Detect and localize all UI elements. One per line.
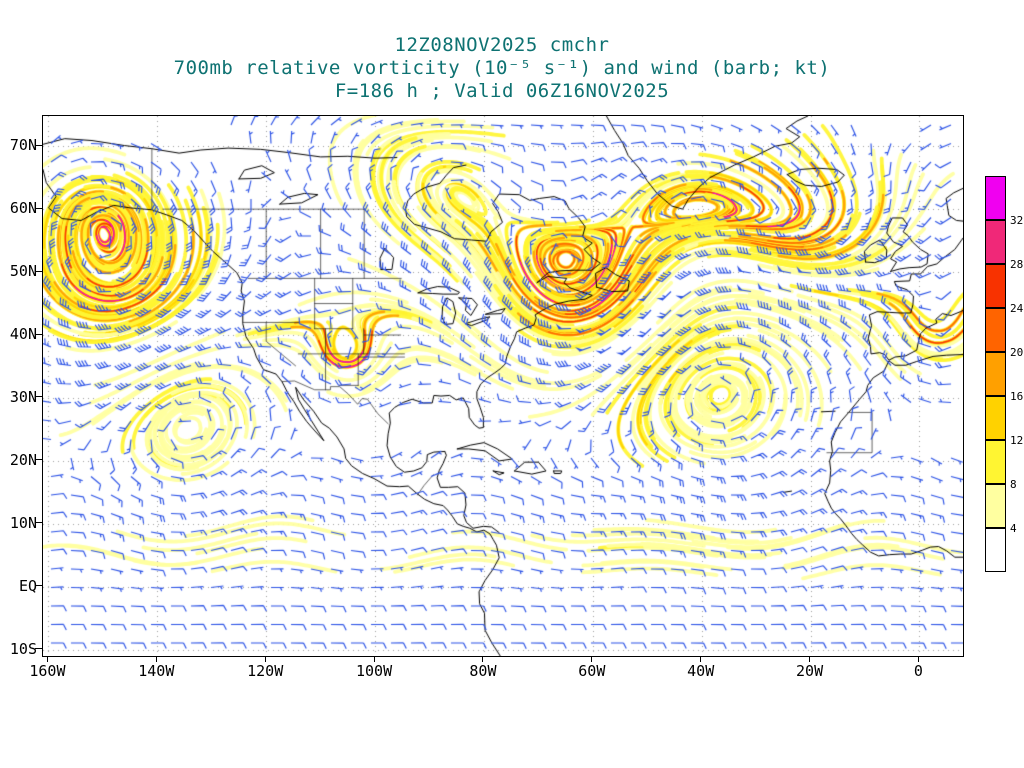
title-valid-line: F=186 h ; Valid 06Z16NOV2025 — [334, 80, 670, 102]
x-axis-tick — [155, 656, 157, 662]
y-axis-tick — [35, 207, 42, 209]
y-axis-label: 10N — [9, 513, 37, 532]
x-axis-tick — [373, 656, 375, 662]
y-axis-tick — [35, 270, 42, 272]
x-axis-label: 60W — [578, 662, 606, 680]
y-axis-tick — [35, 585, 42, 587]
x-axis-label: 20W — [796, 662, 824, 680]
y-axis-tick — [35, 459, 42, 461]
x-axis-tick — [482, 656, 484, 662]
colorbar-segment — [985, 220, 1006, 264]
colorbar-label: 24 — [1010, 302, 1024, 315]
x-axis-label: 120W — [247, 662, 284, 680]
map-canvas — [43, 116, 963, 656]
x-axis-tick — [809, 656, 811, 662]
y-axis-tick — [35, 396, 42, 398]
y-axis-label: 60N — [9, 199, 37, 218]
x-axis-label: 80W — [469, 662, 497, 680]
colorbar-label: 8 — [1010, 478, 1017, 491]
y-axis-label: 50N — [9, 262, 37, 281]
title-run-line: 12Z08NOV2025 cmchr — [394, 34, 610, 56]
y-axis-label: 70N — [9, 136, 37, 155]
colorbar-segment — [985, 176, 1006, 220]
colorbar-segment — [985, 440, 1006, 484]
y-axis-tick — [35, 144, 42, 146]
x-axis-label: 40W — [687, 662, 715, 680]
colorbar-label: 32 — [1010, 214, 1024, 227]
y-axis-label: 10S — [9, 639, 37, 658]
x-axis-label: 140W — [138, 662, 175, 680]
title-field-line: 700mb relative vorticity (10⁻⁵ s⁻¹) and … — [173, 57, 831, 79]
colorbar-segment — [985, 308, 1006, 352]
x-axis-tick — [264, 656, 266, 662]
map-plot-frame — [42, 115, 964, 657]
x-axis-tick — [591, 656, 593, 662]
x-axis-label: 0 — [913, 662, 923, 680]
colorbar-label: 28 — [1010, 258, 1024, 271]
x-axis-tick — [700, 656, 702, 662]
colorbar-segment — [985, 264, 1006, 308]
x-axis-label: 160W — [29, 662, 66, 680]
colorbar-label: 12 — [1010, 434, 1024, 447]
x-axis-tick — [46, 656, 48, 662]
y-axis-label: 20N — [9, 450, 37, 469]
colorbar-label: 4 — [1010, 522, 1017, 535]
x-axis-label: 100W — [356, 662, 393, 680]
colorbar-segment — [985, 484, 1006, 528]
x-axis-tick — [917, 656, 919, 662]
y-axis-label: 40N — [9, 325, 37, 344]
colorbar-segment — [985, 352, 1006, 396]
y-axis-label: EQ — [18, 576, 37, 595]
colorbar-label: 16 — [1010, 390, 1024, 403]
colorbar-segment — [985, 528, 1006, 572]
colorbar-segment — [985, 396, 1006, 440]
y-axis-tick — [35, 522, 42, 524]
colorbar-label: 20 — [1010, 346, 1024, 359]
y-axis-tick — [35, 333, 42, 335]
y-axis-label: 30N — [9, 387, 37, 406]
title-block: 12Z08NOV2025 cmchr 700mb relative vortic… — [0, 34, 1004, 103]
y-axis-tick — [35, 648, 42, 650]
